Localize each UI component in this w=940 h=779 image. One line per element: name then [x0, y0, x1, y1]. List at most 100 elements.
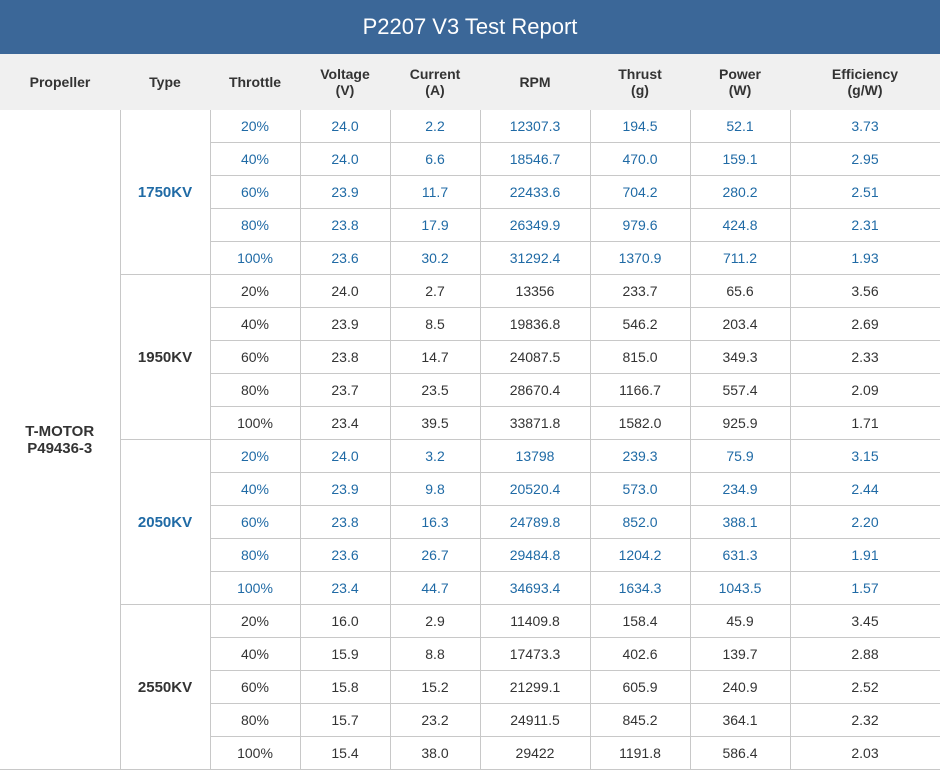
cell-rpm: 31292.4	[480, 242, 590, 275]
type-cell: 2550KV	[120, 605, 210, 770]
cell-efficiency: 2.20	[790, 506, 940, 539]
cell-throttle: 20%	[210, 110, 300, 143]
cell-throttle: 40%	[210, 143, 300, 176]
cell-efficiency: 1.93	[790, 242, 940, 275]
cell-efficiency: 3.15	[790, 440, 940, 473]
col-propeller: Propeller	[0, 54, 120, 110]
cell-power: 65.6	[690, 275, 790, 308]
cell-thrust: 1204.2	[590, 539, 690, 572]
cell-thrust: 1370.9	[590, 242, 690, 275]
cell-efficiency: 2.33	[790, 341, 940, 374]
cell-efficiency: 2.52	[790, 671, 940, 704]
col-throttle: Throttle	[210, 54, 300, 110]
cell-thrust: 546.2	[590, 308, 690, 341]
cell-throttle: 100%	[210, 572, 300, 605]
cell-power: 240.9	[690, 671, 790, 704]
type-cell: 1750KV	[120, 110, 210, 275]
cell-efficiency: 2.44	[790, 473, 940, 506]
cell-current: 17.9	[390, 209, 480, 242]
cell-throttle: 20%	[210, 275, 300, 308]
cell-rpm: 20520.4	[480, 473, 590, 506]
cell-rpm: 18546.7	[480, 143, 590, 176]
cell-efficiency: 2.32	[790, 704, 940, 737]
col-rpm: RPM	[480, 54, 590, 110]
cell-thrust: 194.5	[590, 110, 690, 143]
cell-rpm: 24789.8	[480, 506, 590, 539]
cell-power: 349.3	[690, 341, 790, 374]
cell-efficiency: 1.71	[790, 407, 940, 440]
table-row: 1950KV20%24.02.713356233.765.63.56	[0, 275, 940, 308]
cell-thrust: 845.2	[590, 704, 690, 737]
cell-thrust: 1166.7	[590, 374, 690, 407]
cell-voltage: 15.8	[300, 671, 390, 704]
cell-current: 6.6	[390, 143, 480, 176]
cell-power: 388.1	[690, 506, 790, 539]
cell-rpm: 22433.6	[480, 176, 590, 209]
cell-throttle: 20%	[210, 440, 300, 473]
test-report-table: Propeller Type Throttle Voltage(V) Curre…	[0, 54, 940, 770]
cell-voltage: 23.9	[300, 308, 390, 341]
cell-throttle: 60%	[210, 176, 300, 209]
table-body: T-MOTORP49436-31750KV20%24.02.212307.319…	[0, 110, 940, 770]
cell-rpm: 29484.8	[480, 539, 590, 572]
cell-current: 2.2	[390, 110, 480, 143]
cell-voltage: 16.0	[300, 605, 390, 638]
type-cell: 2050KV	[120, 440, 210, 605]
cell-throttle: 100%	[210, 407, 300, 440]
cell-efficiency: 2.51	[790, 176, 940, 209]
cell-efficiency: 1.57	[790, 572, 940, 605]
cell-throttle: 20%	[210, 605, 300, 638]
cell-thrust: 402.6	[590, 638, 690, 671]
cell-power: 203.4	[690, 308, 790, 341]
col-voltage: Voltage(V)	[300, 54, 390, 110]
cell-rpm: 13356	[480, 275, 590, 308]
cell-throttle: 60%	[210, 506, 300, 539]
col-current: Current(A)	[390, 54, 480, 110]
cell-thrust: 233.7	[590, 275, 690, 308]
cell-power: 424.8	[690, 209, 790, 242]
cell-thrust: 979.6	[590, 209, 690, 242]
cell-voltage: 23.9	[300, 176, 390, 209]
cell-voltage: 15.4	[300, 737, 390, 770]
cell-power: 159.1	[690, 143, 790, 176]
cell-current: 23.5	[390, 374, 480, 407]
cell-efficiency: 3.73	[790, 110, 940, 143]
cell-voltage: 15.7	[300, 704, 390, 737]
cell-rpm: 11409.8	[480, 605, 590, 638]
cell-current: 26.7	[390, 539, 480, 572]
cell-rpm: 24911.5	[480, 704, 590, 737]
cell-efficiency: 2.69	[790, 308, 940, 341]
cell-voltage: 24.0	[300, 440, 390, 473]
cell-rpm: 34693.4	[480, 572, 590, 605]
cell-rpm: 12307.3	[480, 110, 590, 143]
cell-current: 23.2	[390, 704, 480, 737]
cell-rpm: 24087.5	[480, 341, 590, 374]
cell-efficiency: 3.45	[790, 605, 940, 638]
cell-thrust: 704.2	[590, 176, 690, 209]
cell-voltage: 15.9	[300, 638, 390, 671]
report-title: P2207 V3 Test Report	[0, 0, 940, 54]
cell-voltage: 24.0	[300, 275, 390, 308]
cell-power: 280.2	[690, 176, 790, 209]
col-thrust: Thrust(g)	[590, 54, 690, 110]
cell-throttle: 60%	[210, 341, 300, 374]
cell-efficiency: 3.56	[790, 275, 940, 308]
cell-power: 586.4	[690, 737, 790, 770]
cell-rpm: 33871.8	[480, 407, 590, 440]
cell-efficiency: 2.88	[790, 638, 940, 671]
cell-current: 38.0	[390, 737, 480, 770]
col-power: Power(W)	[690, 54, 790, 110]
cell-efficiency: 2.09	[790, 374, 940, 407]
col-type: Type	[120, 54, 210, 110]
table-header: Propeller Type Throttle Voltage(V) Curre…	[0, 54, 940, 110]
cell-current: 8.5	[390, 308, 480, 341]
cell-rpm: 29422	[480, 737, 590, 770]
cell-throttle: 80%	[210, 374, 300, 407]
cell-voltage: 23.8	[300, 209, 390, 242]
cell-thrust: 1634.3	[590, 572, 690, 605]
cell-thrust: 470.0	[590, 143, 690, 176]
cell-current: 9.8	[390, 473, 480, 506]
cell-efficiency: 2.95	[790, 143, 940, 176]
cell-throttle: 80%	[210, 209, 300, 242]
cell-voltage: 23.4	[300, 572, 390, 605]
